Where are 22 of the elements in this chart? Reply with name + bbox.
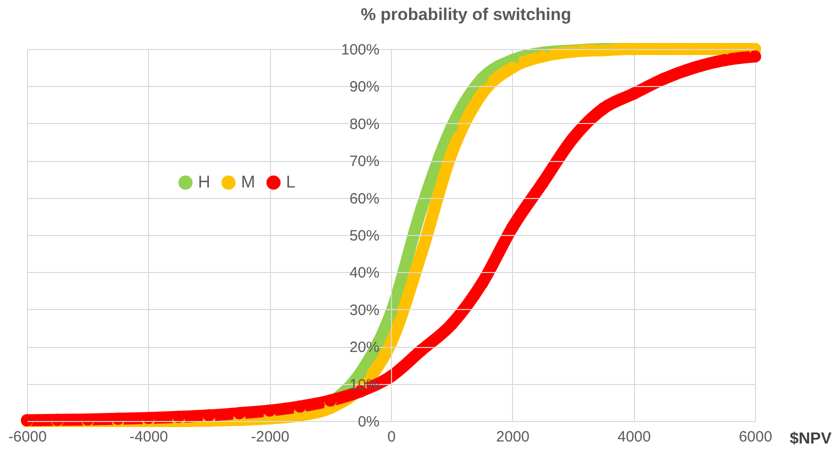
x-tick-label: -4000: [130, 428, 168, 446]
y-tick-label: 90%: [349, 78, 380, 96]
y-tick-label: 60%: [349, 190, 380, 208]
x-tick-label: 2000: [496, 428, 530, 446]
y-tick-label: 50%: [349, 228, 380, 244]
x-tick-label: -6000: [8, 428, 47, 446]
y-tick-label: 100%: [341, 42, 380, 58]
y-tick-label: 30%: [349, 302, 380, 319]
y-tick-label: 40%: [349, 264, 380, 282]
legend-label: M: [241, 172, 256, 192]
x-tick-label: 4000: [617, 428, 651, 446]
x-axis-title: $NPV: [790, 430, 832, 448]
legend-label: L: [286, 172, 296, 192]
x-tick-label: 6000: [738, 428, 772, 446]
legend-label: H: [198, 172, 210, 192]
x-tick-label: -2000: [250, 428, 290, 446]
y-tick-label: 0%: [358, 414, 380, 430]
y-tick-label: 70%: [349, 153, 380, 170]
chart-title: % probability of switching: [360, 5, 572, 24]
x-tick-label: 0: [387, 428, 396, 446]
y-tick-label: 20%: [349, 339, 380, 356]
y-tick-label: 80%: [349, 116, 380, 133]
